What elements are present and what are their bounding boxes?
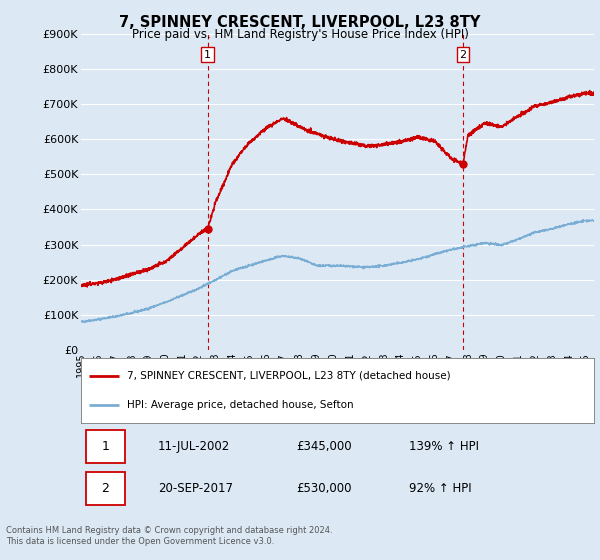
FancyBboxPatch shape (86, 472, 125, 505)
Text: 2: 2 (460, 50, 467, 60)
Text: Price paid vs. HM Land Registry's House Price Index (HPI): Price paid vs. HM Land Registry's House … (131, 28, 469, 41)
Text: £345,000: £345,000 (296, 440, 352, 453)
Text: 7, SPINNEY CRESCENT, LIVERPOOL, L23 8TY: 7, SPINNEY CRESCENT, LIVERPOOL, L23 8TY (119, 15, 481, 30)
Text: 1: 1 (204, 50, 211, 60)
Point (458, 159, 468, 168)
Point (203, 224, 212, 233)
Text: 2: 2 (101, 482, 109, 495)
Text: 7, SPINNEY CRESCENT, LIVERPOOL, L23 8TY (detached house): 7, SPINNEY CRESCENT, LIVERPOOL, L23 8TY … (127, 371, 451, 381)
FancyBboxPatch shape (86, 430, 125, 464)
Text: 1: 1 (101, 440, 109, 453)
Text: HPI: Average price, detached house, Sefton: HPI: Average price, detached house, Seft… (127, 400, 354, 410)
Text: 92% ↑ HPI: 92% ↑ HPI (409, 482, 472, 495)
Text: Contains HM Land Registry data © Crown copyright and database right 2024.
This d: Contains HM Land Registry data © Crown c… (6, 526, 332, 546)
Text: 139% ↑ HPI: 139% ↑ HPI (409, 440, 479, 453)
Text: 20-SEP-2017: 20-SEP-2017 (158, 482, 233, 495)
Text: 11-JUL-2002: 11-JUL-2002 (158, 440, 230, 453)
Text: £530,000: £530,000 (296, 482, 352, 495)
